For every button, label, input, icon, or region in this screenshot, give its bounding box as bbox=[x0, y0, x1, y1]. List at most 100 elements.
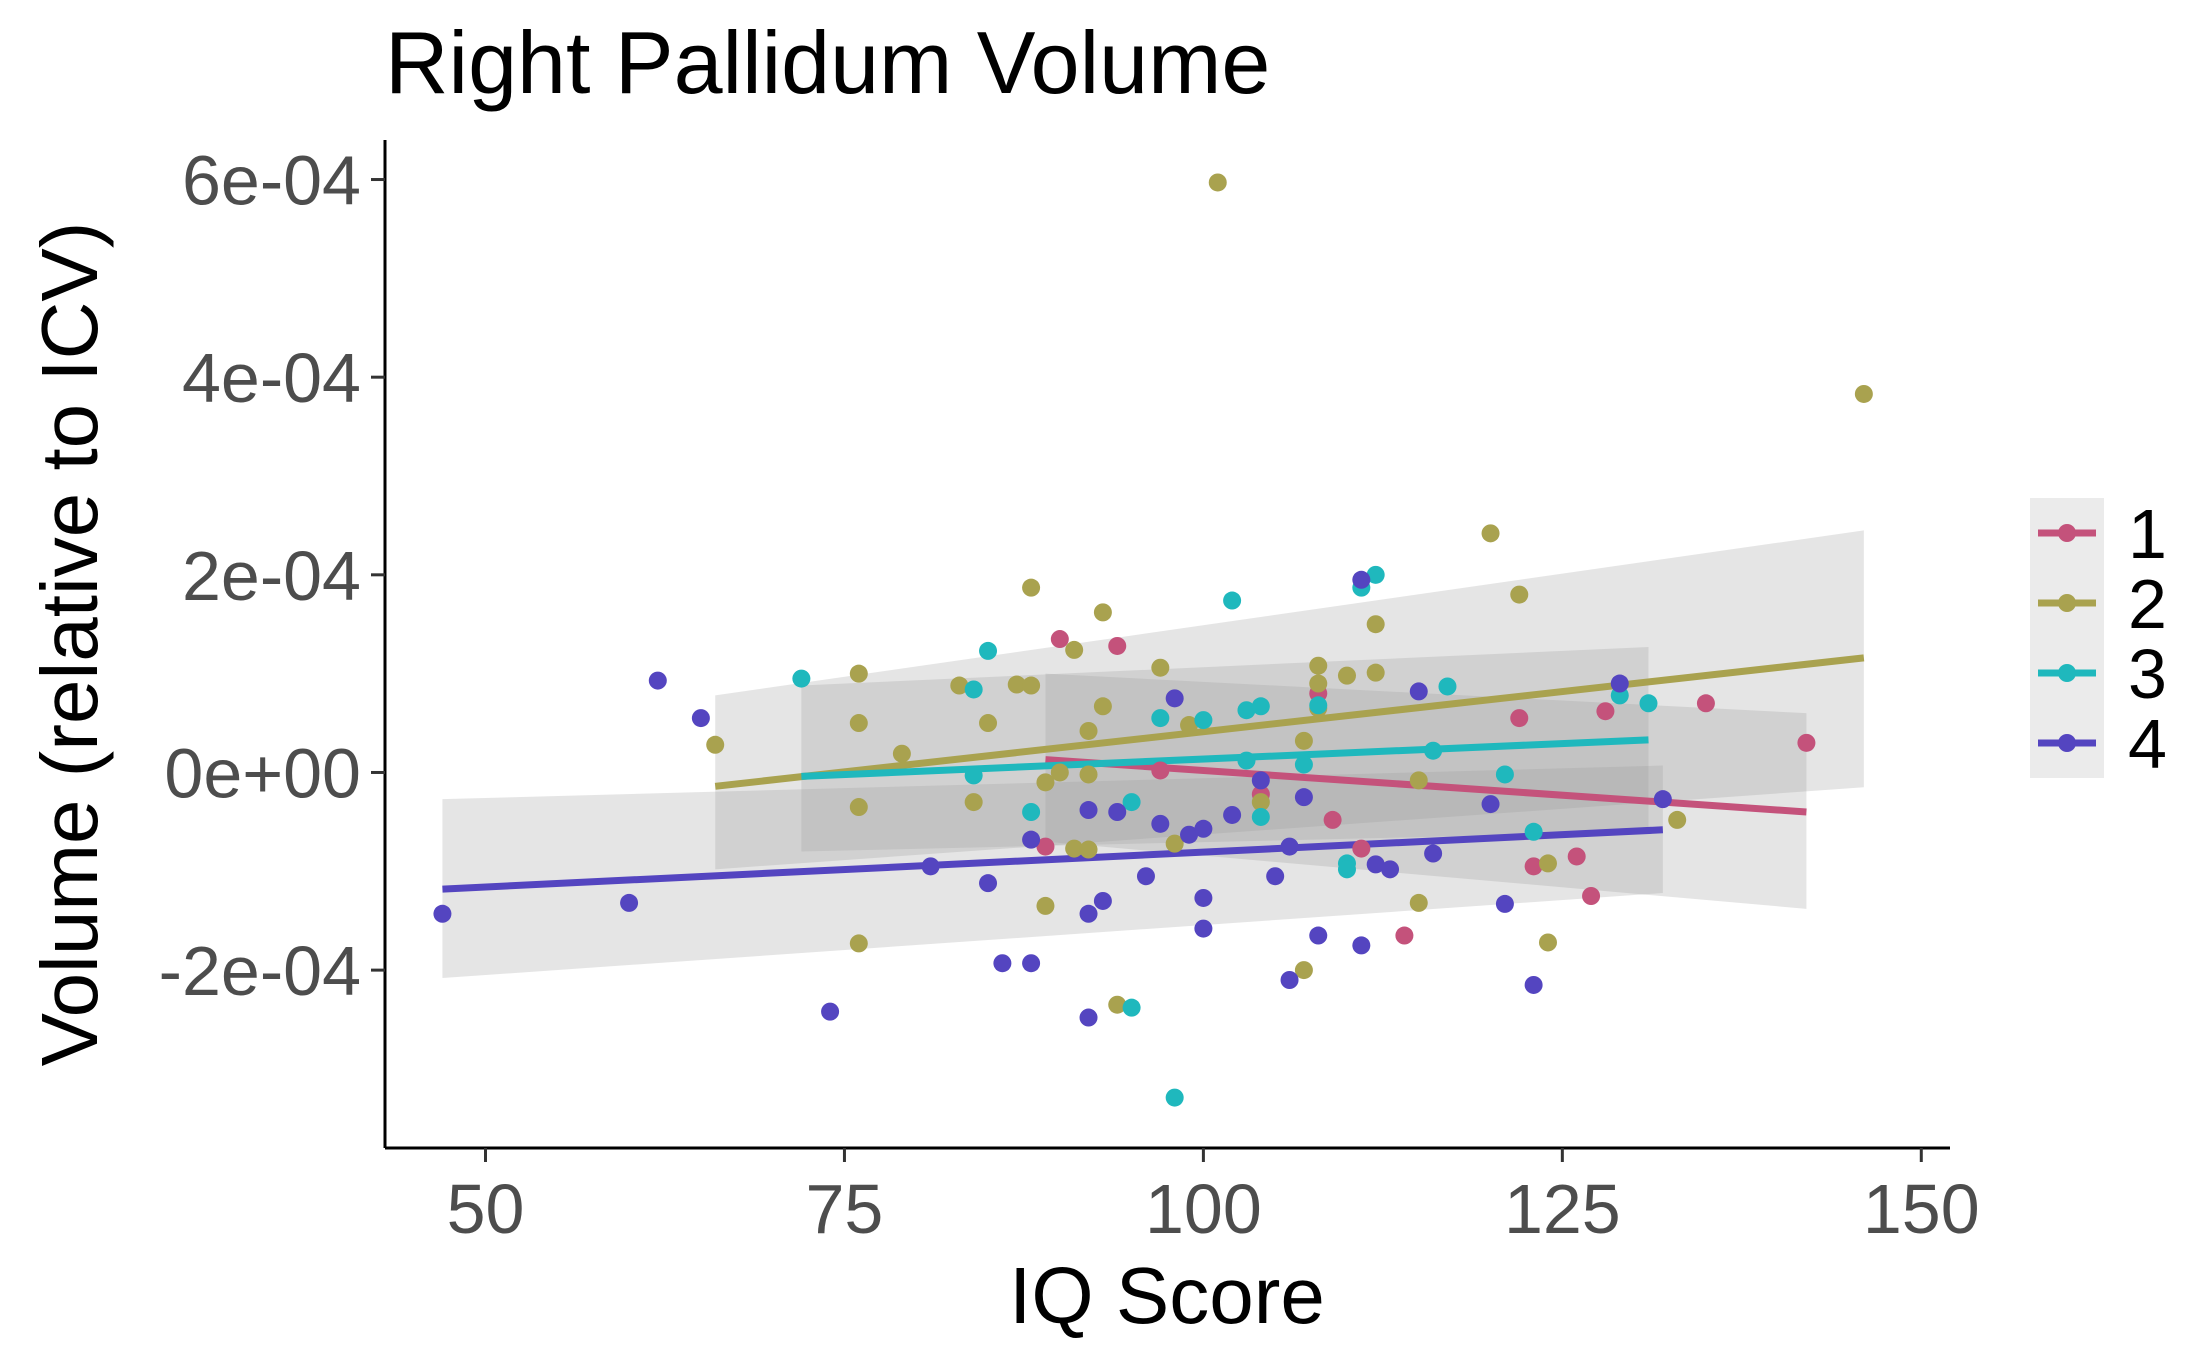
data-point-series-3 bbox=[1022, 803, 1041, 821]
data-point-series-2 bbox=[849, 664, 868, 683]
x-tick-label: 125 bbox=[1504, 1170, 1621, 1248]
data-point-series-2 bbox=[964, 793, 983, 812]
data-point-series-2 bbox=[1538, 933, 1557, 952]
x-tick-label: 100 bbox=[1145, 1170, 1262, 1248]
data-point-series-1 bbox=[1036, 837, 1055, 856]
data-point-series-4 bbox=[1294, 788, 1313, 807]
data-point-series-4 bbox=[1280, 971, 1299, 989]
legend-key-background bbox=[2030, 498, 2104, 778]
fit-line-series-4 bbox=[442, 826, 1664, 893]
data-point-series-2 bbox=[1309, 656, 1328, 675]
data-point-series-2 bbox=[892, 744, 911, 763]
legend-label-1: 1 bbox=[2128, 495, 2167, 573]
y-ticks: -2e-04 0e+00 2e-04 4e-04 6e-04 bbox=[159, 142, 385, 1010]
legend-label-4: 4 bbox=[2128, 705, 2167, 783]
data-point-series-2 bbox=[849, 798, 868, 817]
data-point-series-3 bbox=[1438, 677, 1457, 696]
fit-line-series-2 bbox=[714, 654, 1865, 790]
data-point-series-4 bbox=[921, 857, 940, 876]
data-point-series-4 bbox=[993, 954, 1012, 973]
data-point-series-3 bbox=[1194, 711, 1213, 730]
data-point-series-1 bbox=[1395, 926, 1414, 945]
data-point-series-2 bbox=[1180, 716, 1199, 735]
y-tick-label: 0e+00 bbox=[164, 734, 361, 812]
y-axis-title: Volume (relative to ICV) bbox=[25, 222, 114, 1067]
data-point-series-2 bbox=[1079, 840, 1098, 859]
data-point-series-1 bbox=[1582, 887, 1601, 905]
data-point-series-4 bbox=[1079, 1008, 1098, 1027]
data-point-series-3 bbox=[1122, 998, 1141, 1017]
data-point-series-4 bbox=[1223, 805, 1242, 824]
data-point-series-4 bbox=[1079, 904, 1098, 923]
data-point-series-4 bbox=[1165, 689, 1184, 708]
data-point-series-4 bbox=[1309, 926, 1328, 945]
data-point-series-4 bbox=[1280, 837, 1299, 856]
data-point-series-4 bbox=[1022, 954, 1041, 973]
data-point-series-3 bbox=[792, 669, 811, 688]
data-point-series-1 bbox=[1323, 810, 1342, 829]
data-point-series-3 bbox=[1251, 807, 1270, 826]
data-point-series-2 bbox=[1294, 731, 1313, 750]
data-point-series-2 bbox=[1093, 603, 1112, 622]
legend-label-3: 3 bbox=[2128, 635, 2167, 713]
data-point-series-2 bbox=[706, 735, 725, 754]
y-tick-label: 2e-04 bbox=[182, 537, 361, 615]
data-point-series-2 bbox=[1065, 640, 1084, 659]
legend-key-point-3 bbox=[2058, 664, 2076, 682]
data-point-series-2 bbox=[1022, 676, 1041, 695]
fit-lines bbox=[442, 654, 1865, 893]
data-point-series-3 bbox=[1366, 565, 1385, 584]
data-point-series-2 bbox=[1065, 839, 1084, 858]
data-point-series-3 bbox=[1309, 696, 1328, 715]
data-point-series-4 bbox=[1366, 855, 1385, 874]
data-point-series-1 bbox=[1510, 709, 1529, 728]
data-point-series-2 bbox=[1165, 834, 1184, 853]
data-point-series-1 bbox=[1524, 857, 1543, 876]
data-point-series-3 bbox=[964, 680, 983, 699]
data-point-series-4 bbox=[1266, 867, 1285, 886]
legend-key-point-1 bbox=[2058, 524, 2076, 542]
y-tick-label: 4e-04 bbox=[182, 339, 361, 417]
data-point-series-2 bbox=[1093, 697, 1112, 716]
confidence-band-series-3 bbox=[801, 646, 1649, 852]
data-point-series-4 bbox=[1151, 814, 1170, 833]
data-point-series-2 bbox=[1208, 173, 1227, 192]
data-point-series-2 bbox=[1251, 793, 1270, 812]
data-point-series-2 bbox=[1309, 674, 1328, 693]
data-point-series-3 bbox=[1424, 741, 1443, 760]
data-point-series-2 bbox=[1050, 763, 1069, 782]
data-point-series-4 bbox=[691, 709, 710, 728]
data-point-series-1 bbox=[1151, 761, 1170, 780]
data-point-series-2 bbox=[1409, 771, 1428, 790]
x-tick-label: 150 bbox=[1863, 1170, 1980, 1248]
data-point-series-1 bbox=[1797, 733, 1816, 752]
data-point-series-2 bbox=[1538, 854, 1557, 873]
data-point-series-2 bbox=[1481, 524, 1500, 543]
data-point-series-4 bbox=[1108, 803, 1127, 821]
data-point-series-4 bbox=[1495, 894, 1514, 913]
data-point-series-2 bbox=[1108, 995, 1127, 1014]
data-point-series-4 bbox=[1481, 795, 1500, 814]
data-point-series-3 bbox=[1237, 751, 1256, 770]
data-point-series-4 bbox=[1194, 919, 1213, 938]
data-point-series-3 bbox=[1122, 793, 1141, 812]
data-point-series-3 bbox=[1294, 755, 1313, 774]
data-point-series-4 bbox=[620, 893, 639, 912]
fit-line-series-1 bbox=[1045, 756, 1807, 816]
data-point-series-4 bbox=[1409, 682, 1428, 701]
data-point-series-2 bbox=[1366, 615, 1385, 634]
confidence-band-series-2 bbox=[715, 530, 1864, 870]
fit-line-series-3 bbox=[801, 736, 1649, 780]
data-point-series-1 bbox=[1567, 847, 1586, 866]
data-point-series-4 bbox=[1180, 825, 1199, 844]
data-point-series-2 bbox=[849, 714, 868, 733]
data-point-series-4 bbox=[1424, 844, 1443, 863]
y-tick-label: -2e-04 bbox=[159, 932, 361, 1010]
data-point-series-1 bbox=[1596, 702, 1615, 721]
data-point-series-4 bbox=[1022, 830, 1041, 849]
x-tick-label: 50 bbox=[447, 1170, 525, 1248]
data-point-series-4 bbox=[1136, 867, 1155, 886]
data-point-series-2 bbox=[1022, 578, 1041, 597]
data-point-series-3 bbox=[1223, 591, 1242, 610]
